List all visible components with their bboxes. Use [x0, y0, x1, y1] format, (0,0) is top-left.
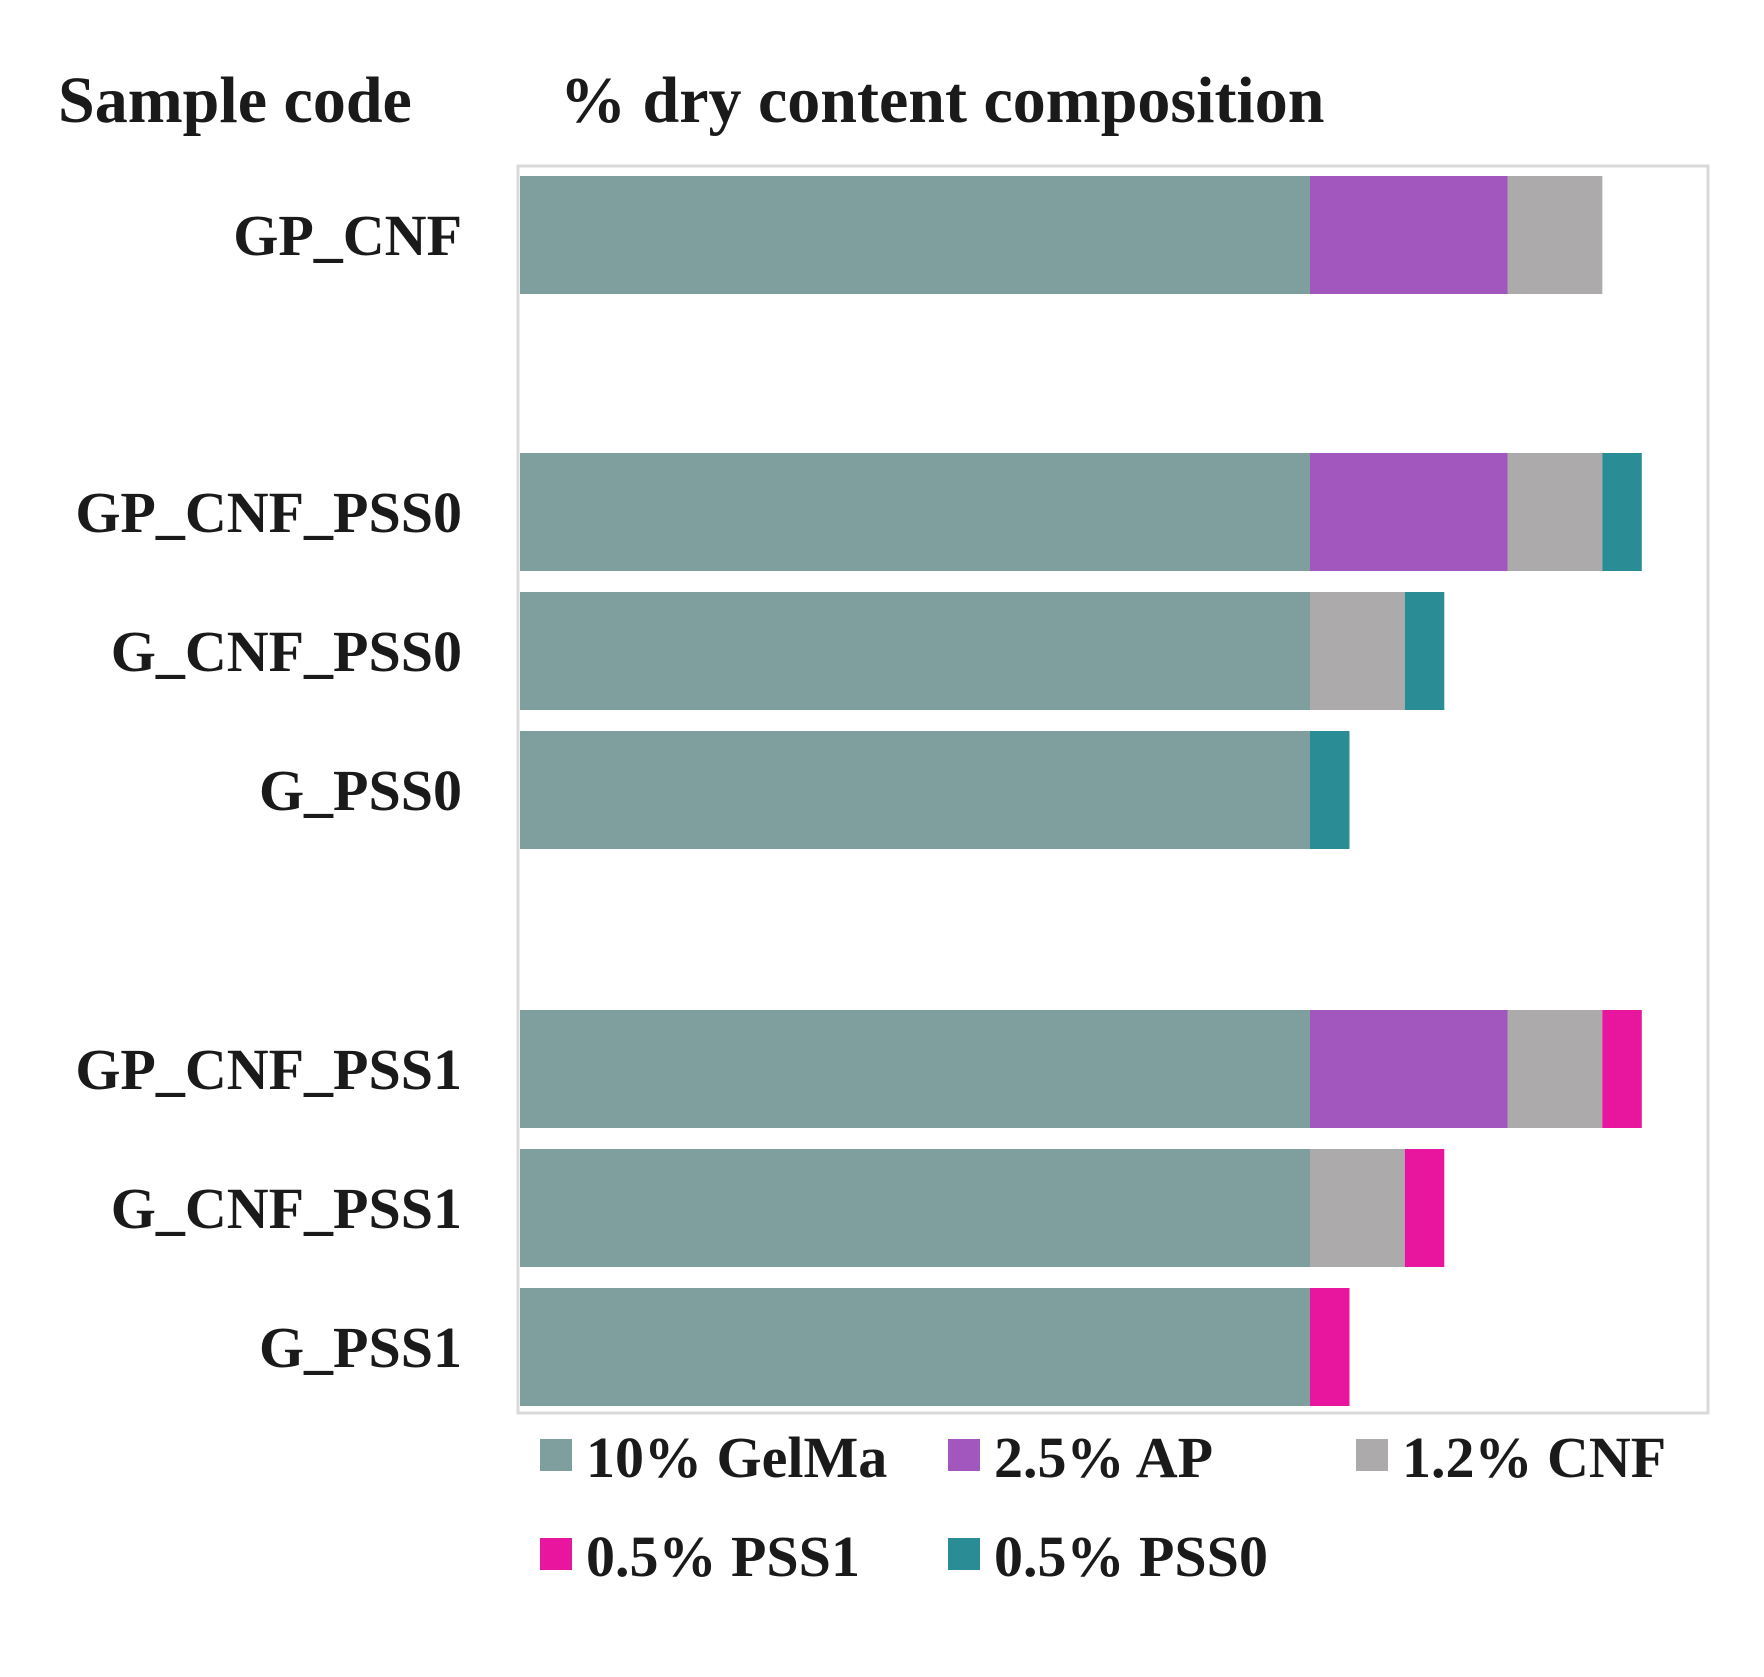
legend-swatch-0-5-pss1 [540, 1538, 572, 1570]
bar-segment-g-pss1-10-gelma [520, 1288, 1310, 1406]
bar-segment-gp-cnf-10-gelma [520, 176, 1310, 294]
legend-swatch-10-gelma [540, 1439, 572, 1471]
legend-label-1-2-cnf: 1.2% CNF [1402, 1425, 1666, 1490]
bar-segment-gp-cnf-pss0-1-2-cnf [1507, 453, 1603, 571]
bar-segment-g-cnf-pss0-10-gelma [520, 592, 1310, 710]
composition-header: % dry content composition [560, 64, 1324, 137]
bar-segment-g-pss0-10-gelma [520, 731, 1310, 849]
bar-segment-gp-cnf-pss0-2-5-ap [1310, 453, 1508, 571]
bars-group [520, 176, 1642, 1406]
legend: 10% GelMa 2.5% AP 1.2% CNF 0.5% PSS1 0.5% PS… [540, 1425, 1666, 1589]
bar-segment-gp-cnf-pss1-1-2-cnf [1507, 1010, 1603, 1128]
legend-swatch-0-5-pss0 [948, 1538, 980, 1570]
bar-segment-g-pss0-0-5-pss0 [1310, 731, 1350, 849]
category-label-g-pss0: G_PSS0 [259, 758, 462, 823]
category-label-g-cnf-pss0: G_CNF_PSS0 [111, 619, 462, 684]
bar-segment-g-cnf-pss0-1-2-cnf [1310, 592, 1405, 710]
category-label-gp-cnf-pss1: GP_CNF_PSS1 [75, 1037, 462, 1102]
bar-segment-gp-cnf-pss1-0-5-pss1 [1602, 1010, 1642, 1128]
legend-label-10-gelma: 10% GelMa [586, 1425, 887, 1490]
category-label-g-cnf-pss1: G_CNF_PSS1 [111, 1176, 462, 1241]
bar-segment-gp-cnf-pss1-2-5-ap [1310, 1010, 1508, 1128]
legend-label-0-5-pss0: 0.5% PSS0 [994, 1524, 1268, 1589]
bar-segment-gp-cnf-2-5-ap [1310, 176, 1508, 294]
category-label-gp-cnf: GP_CNF [233, 203, 462, 268]
bar-segment-gp-cnf-pss0-0-5-pss0 [1602, 453, 1642, 571]
category-label-g-pss1: G_PSS1 [259, 1315, 462, 1380]
bar-segment-gp-cnf-pss0-10-gelma [520, 453, 1310, 571]
legend-swatch-2-5-ap [948, 1439, 980, 1471]
bar-segment-g-cnf-pss1-0-5-pss1 [1404, 1149, 1445, 1267]
category-label-gp-cnf-pss0: GP_CNF_PSS0 [75, 480, 462, 545]
sample-code-header: Sample code [58, 64, 412, 137]
bar-segment-g-cnf-pss1-10-gelma [520, 1149, 1310, 1267]
bar-segment-g-pss1-0-5-pss1 [1310, 1288, 1350, 1406]
bar-segment-gp-cnf-1-2-cnf [1507, 176, 1603, 294]
bar-segment-g-cnf-pss1-1-2-cnf [1310, 1149, 1405, 1267]
legend-swatch-1-2-cnf [1356, 1439, 1388, 1471]
legend-label-0-5-pss1: 0.5% PSS1 [586, 1524, 860, 1589]
bar-segment-g-cnf-pss0-0-5-pss0 [1404, 592, 1445, 710]
bar-segment-gp-cnf-pss1-10-gelma [520, 1010, 1310, 1128]
category-labels: GP_CNF GP_CNF_PSS0 G_CNF_PSS0 G_PSS0 GP_CNF_… [75, 203, 462, 1380]
legend-label-2-5-ap: 2.5% AP [994, 1425, 1213, 1490]
